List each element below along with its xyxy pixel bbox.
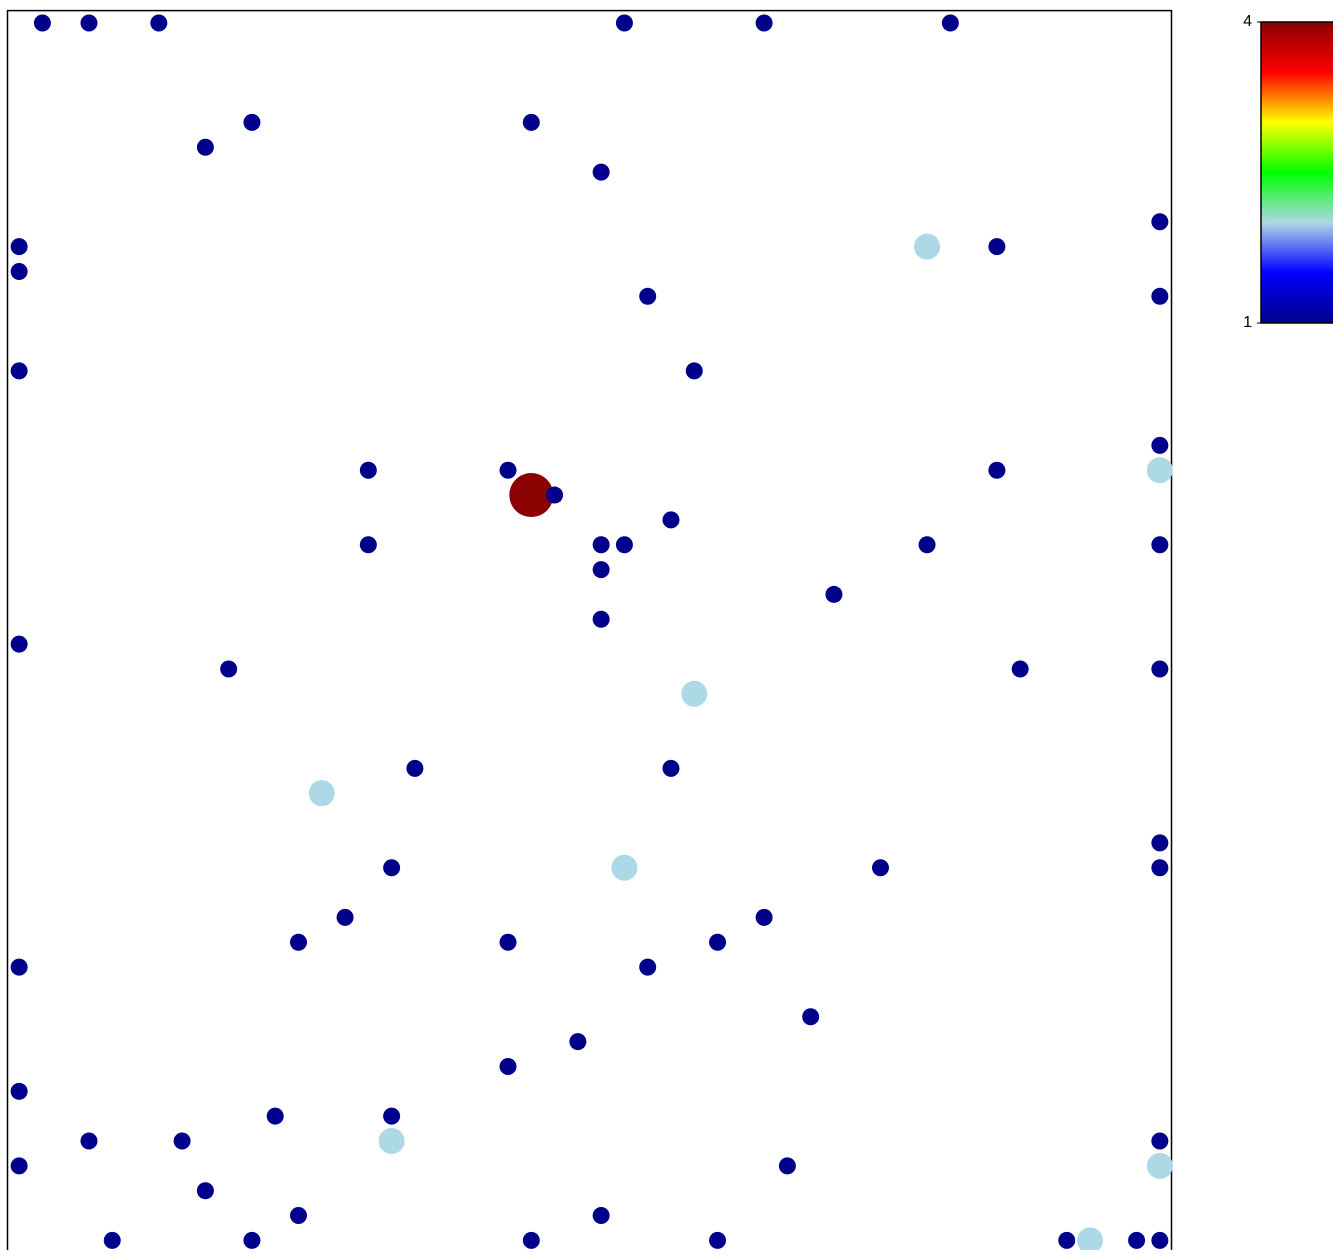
point — [988, 238, 1006, 256]
point — [988, 461, 1006, 479]
point — [546, 486, 564, 504]
point — [825, 585, 843, 603]
point — [308, 780, 335, 807]
point — [173, 1132, 191, 1150]
point — [243, 113, 261, 131]
point — [10, 362, 28, 380]
point — [709, 933, 727, 951]
point — [1151, 536, 1169, 554]
point — [80, 14, 98, 32]
point — [1151, 660, 1169, 678]
point — [685, 362, 703, 380]
point — [1151, 834, 1169, 852]
point — [499, 1057, 517, 1075]
point — [196, 1182, 214, 1200]
point — [1151, 1231, 1169, 1249]
point — [383, 1107, 401, 1125]
point — [662, 759, 680, 777]
point — [499, 933, 517, 951]
point — [10, 958, 28, 976]
point — [569, 1033, 587, 1051]
point — [1151, 1132, 1169, 1150]
point — [1058, 1231, 1076, 1249]
point — [80, 1132, 98, 1150]
point — [522, 1231, 540, 1249]
point — [592, 610, 610, 628]
point — [1151, 287, 1169, 305]
point — [592, 1207, 610, 1225]
point — [778, 1157, 796, 1175]
point — [681, 680, 708, 707]
point — [1151, 436, 1169, 454]
point — [755, 14, 773, 32]
point — [509, 473, 554, 518]
point — [802, 1008, 820, 1026]
point — [914, 233, 941, 260]
point — [359, 461, 377, 479]
point — [406, 759, 424, 777]
point — [941, 14, 959, 32]
point — [1151, 859, 1169, 877]
point — [592, 536, 610, 554]
point — [336, 908, 354, 926]
point — [290, 1207, 307, 1225]
point — [522, 113, 540, 131]
point — [103, 1231, 121, 1249]
point — [639, 958, 657, 976]
point — [359, 536, 377, 554]
point — [872, 859, 889, 877]
point — [918, 536, 936, 554]
point — [1151, 213, 1169, 231]
point — [196, 138, 214, 156]
point — [10, 262, 28, 280]
point — [662, 511, 680, 529]
colorbar-tick-label: 1 — [1243, 314, 1252, 331]
point — [290, 933, 307, 951]
point — [1146, 457, 1173, 484]
point — [266, 1107, 284, 1125]
point — [383, 859, 401, 877]
point — [639, 287, 657, 305]
point — [755, 908, 773, 926]
point — [1128, 1231, 1146, 1249]
point — [499, 461, 517, 479]
point — [10, 238, 28, 256]
point — [1077, 1227, 1104, 1254]
point — [709, 1231, 727, 1249]
point — [615, 14, 633, 32]
point — [10, 1082, 28, 1100]
point — [592, 561, 610, 579]
point — [378, 1128, 405, 1155]
point — [150, 14, 168, 32]
point — [611, 854, 638, 881]
point — [592, 163, 610, 181]
point — [1146, 1152, 1173, 1179]
point — [33, 14, 51, 32]
point — [1011, 660, 1029, 678]
colorbar-tick-label: 4 — [1243, 13, 1252, 30]
point — [10, 1157, 28, 1175]
point — [220, 660, 238, 678]
point — [615, 536, 633, 554]
plot-frame — [6, 9, 1173, 1254]
point — [10, 635, 28, 653]
point — [243, 1231, 261, 1249]
colorbar — [1260, 21, 1333, 324]
